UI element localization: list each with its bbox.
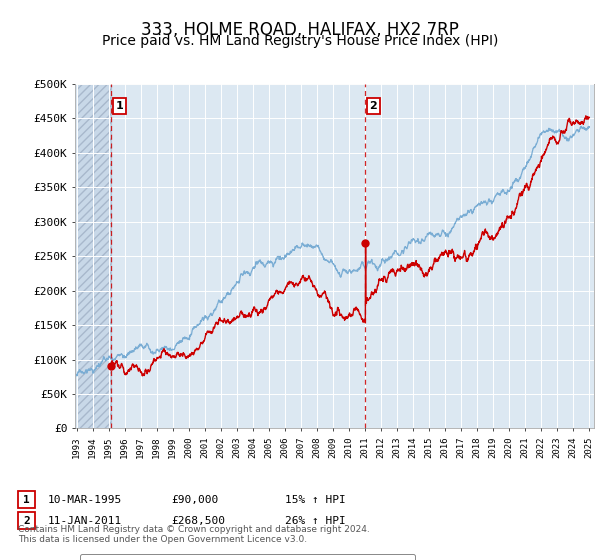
Text: 26% ↑ HPI: 26% ↑ HPI <box>285 516 346 526</box>
Text: 1: 1 <box>115 101 123 111</box>
Text: 10-MAR-1995: 10-MAR-1995 <box>48 494 122 505</box>
Text: 1: 1 <box>23 494 30 505</box>
Bar <box>77 84 112 428</box>
Text: 15% ↑ HPI: 15% ↑ HPI <box>285 494 346 505</box>
Text: 11-JAN-2011: 11-JAN-2011 <box>48 516 122 526</box>
Bar <box>77 84 112 428</box>
Text: 333, HOLME ROAD, HALIFAX, HX2 7RP: 333, HOLME ROAD, HALIFAX, HX2 7RP <box>141 21 459 39</box>
Text: Contains HM Land Registry data © Crown copyright and database right 2024.
This d: Contains HM Land Registry data © Crown c… <box>18 525 370 544</box>
Text: £90,000: £90,000 <box>171 494 218 505</box>
Text: 2: 2 <box>23 516 30 526</box>
Text: Price paid vs. HM Land Registry's House Price Index (HPI): Price paid vs. HM Land Registry's House … <box>102 34 498 48</box>
Legend: 333, HOLME ROAD, HALIFAX, HX2 7RP (detached house), HPI: Average price, detached: 333, HOLME ROAD, HALIFAX, HX2 7RP (detac… <box>80 554 415 560</box>
Text: 2: 2 <box>370 101 377 111</box>
Text: £268,500: £268,500 <box>171 516 225 526</box>
